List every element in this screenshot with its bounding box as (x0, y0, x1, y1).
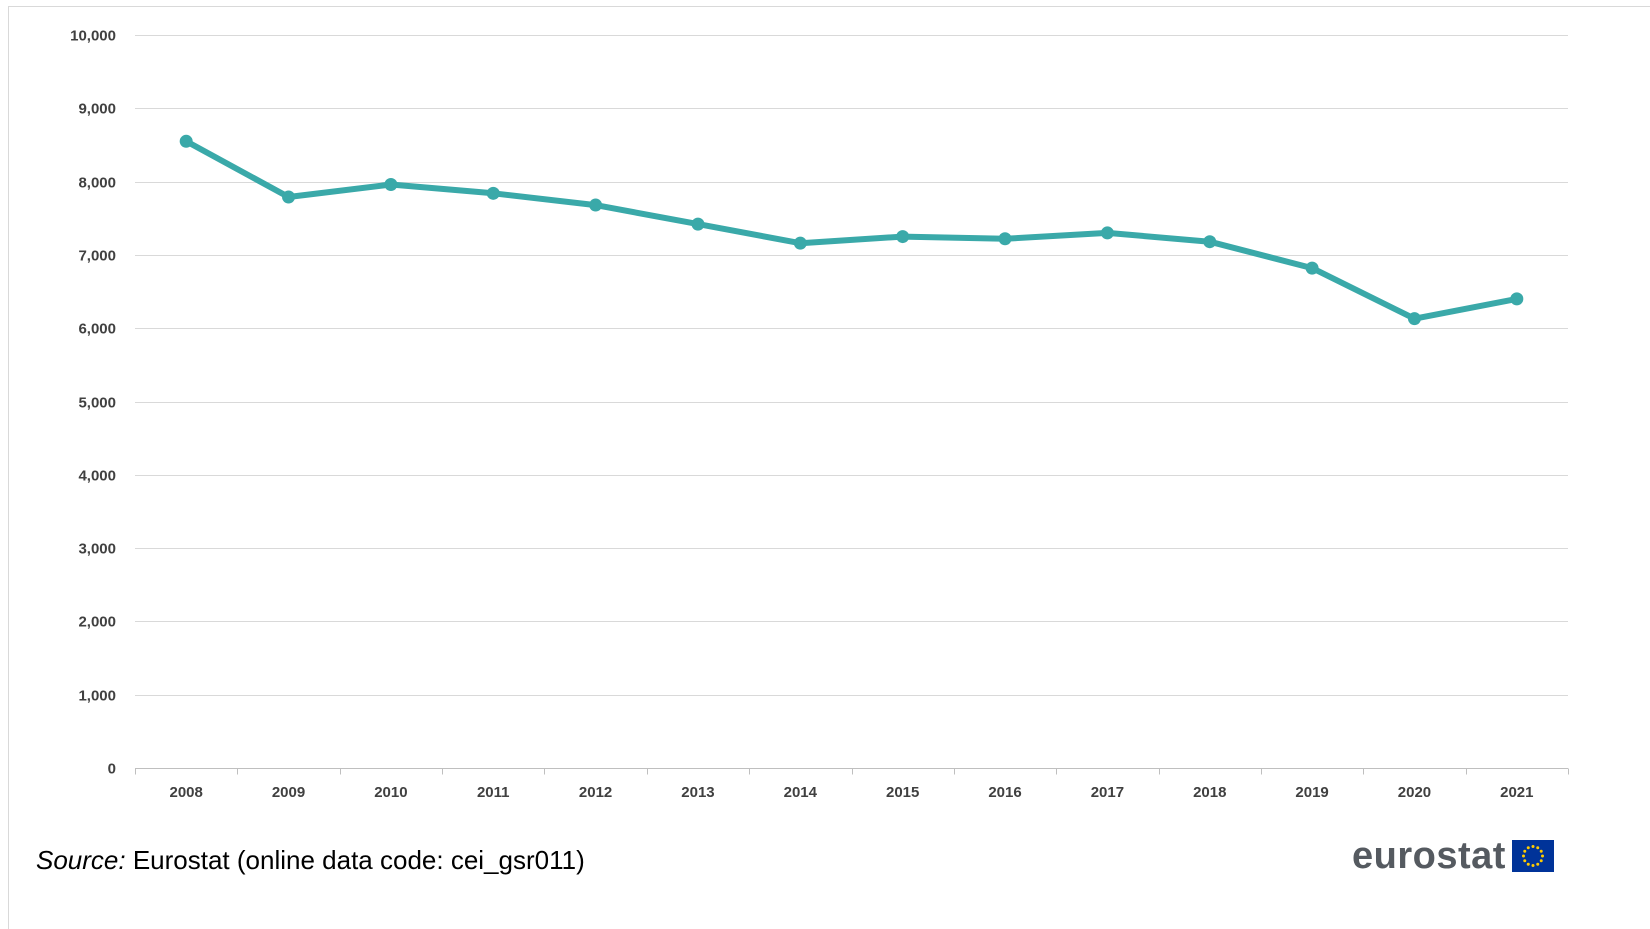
data-point (998, 232, 1012, 246)
chart-border (8, 6, 1650, 929)
flag-star (1540, 854, 1544, 858)
x-axis (135, 768, 1569, 775)
data-point (1407, 312, 1421, 326)
flag-star (1531, 845, 1535, 848)
x-tick-label: 2021 (1500, 784, 1533, 801)
x-tick-label: 2009 (272, 784, 305, 801)
source-label: Source: (36, 845, 126, 875)
data-point (1203, 235, 1217, 249)
x-axis-tick-labels: 2008 2009 2010 2011 2012 2013 2014 2015 2016 2017… (169, 784, 1533, 801)
flag-star (1531, 864, 1535, 867)
x-tick-label: 2014 (784, 784, 818, 801)
eu-flag-icon (1511, 840, 1554, 872)
flag-star (1526, 862, 1530, 866)
y-axis-tick-labels: 0 1,000 2,000 3,000 4,000 5,000 6,000 7,000 8,00… (70, 28, 116, 778)
flag-star (1536, 846, 1540, 850)
y-tick-label: 8,000 (78, 175, 116, 192)
x-tick-label: 2018 (1193, 784, 1226, 801)
data-point (793, 236, 807, 250)
data-point (896, 230, 910, 244)
y-tick-label: 2,000 (78, 614, 116, 631)
data-point (179, 134, 193, 148)
flag-star (1523, 859, 1527, 863)
logo-text: eurostat (1352, 834, 1506, 877)
gridlines (135, 35, 1568, 696)
x-tick-label: 2020 (1398, 784, 1431, 801)
y-tick-label: 9,000 (78, 101, 116, 118)
x-tick-label: 2019 (1295, 784, 1328, 801)
data-series (179, 134, 1524, 326)
y-tick-label: 0 (108, 761, 116, 778)
data-point (1510, 292, 1524, 306)
data-point (1305, 261, 1319, 275)
y-tick-label: 6,000 (78, 321, 116, 338)
y-tick-label: 4,000 (78, 468, 116, 485)
series-line (183, 138, 1520, 322)
x-tick-label: 2012 (579, 784, 612, 801)
data-point (589, 198, 603, 212)
flag-star (1521, 854, 1525, 858)
data-point (384, 178, 398, 192)
eurostat-logo: eurostat (1352, 832, 1554, 880)
source-text: Eurostat (online data code: cei_gsr011) (125, 845, 585, 875)
flag-star (1536, 862, 1540, 866)
x-tick-label: 2016 (988, 784, 1021, 801)
x-tick-label: 2017 (1091, 784, 1124, 801)
y-tick-label: 3,000 (78, 541, 116, 558)
x-tick-label: 2008 (169, 784, 202, 801)
data-point (1100, 226, 1114, 240)
x-tick-label: 2010 (374, 784, 407, 801)
x-tick-label: 2013 (681, 784, 714, 801)
y-tick-label: 7,000 (78, 248, 116, 265)
x-tick-label: 2011 (477, 784, 510, 801)
flag-star (1523, 849, 1527, 853)
x-tick-label: 2015 (886, 784, 919, 801)
y-tick-label: 1,000 (78, 688, 116, 705)
y-tick-label: 5,000 (78, 395, 116, 412)
data-point (282, 190, 296, 204)
source-note: Source: Eurostat (online data code: cei_… (36, 845, 585, 876)
flag-star (1539, 859, 1543, 863)
data-point (486, 186, 500, 200)
flag-star (1526, 846, 1530, 850)
data-point (691, 217, 705, 231)
flag-star (1539, 849, 1543, 853)
y-tick-label: 10,000 (70, 28, 116, 45)
